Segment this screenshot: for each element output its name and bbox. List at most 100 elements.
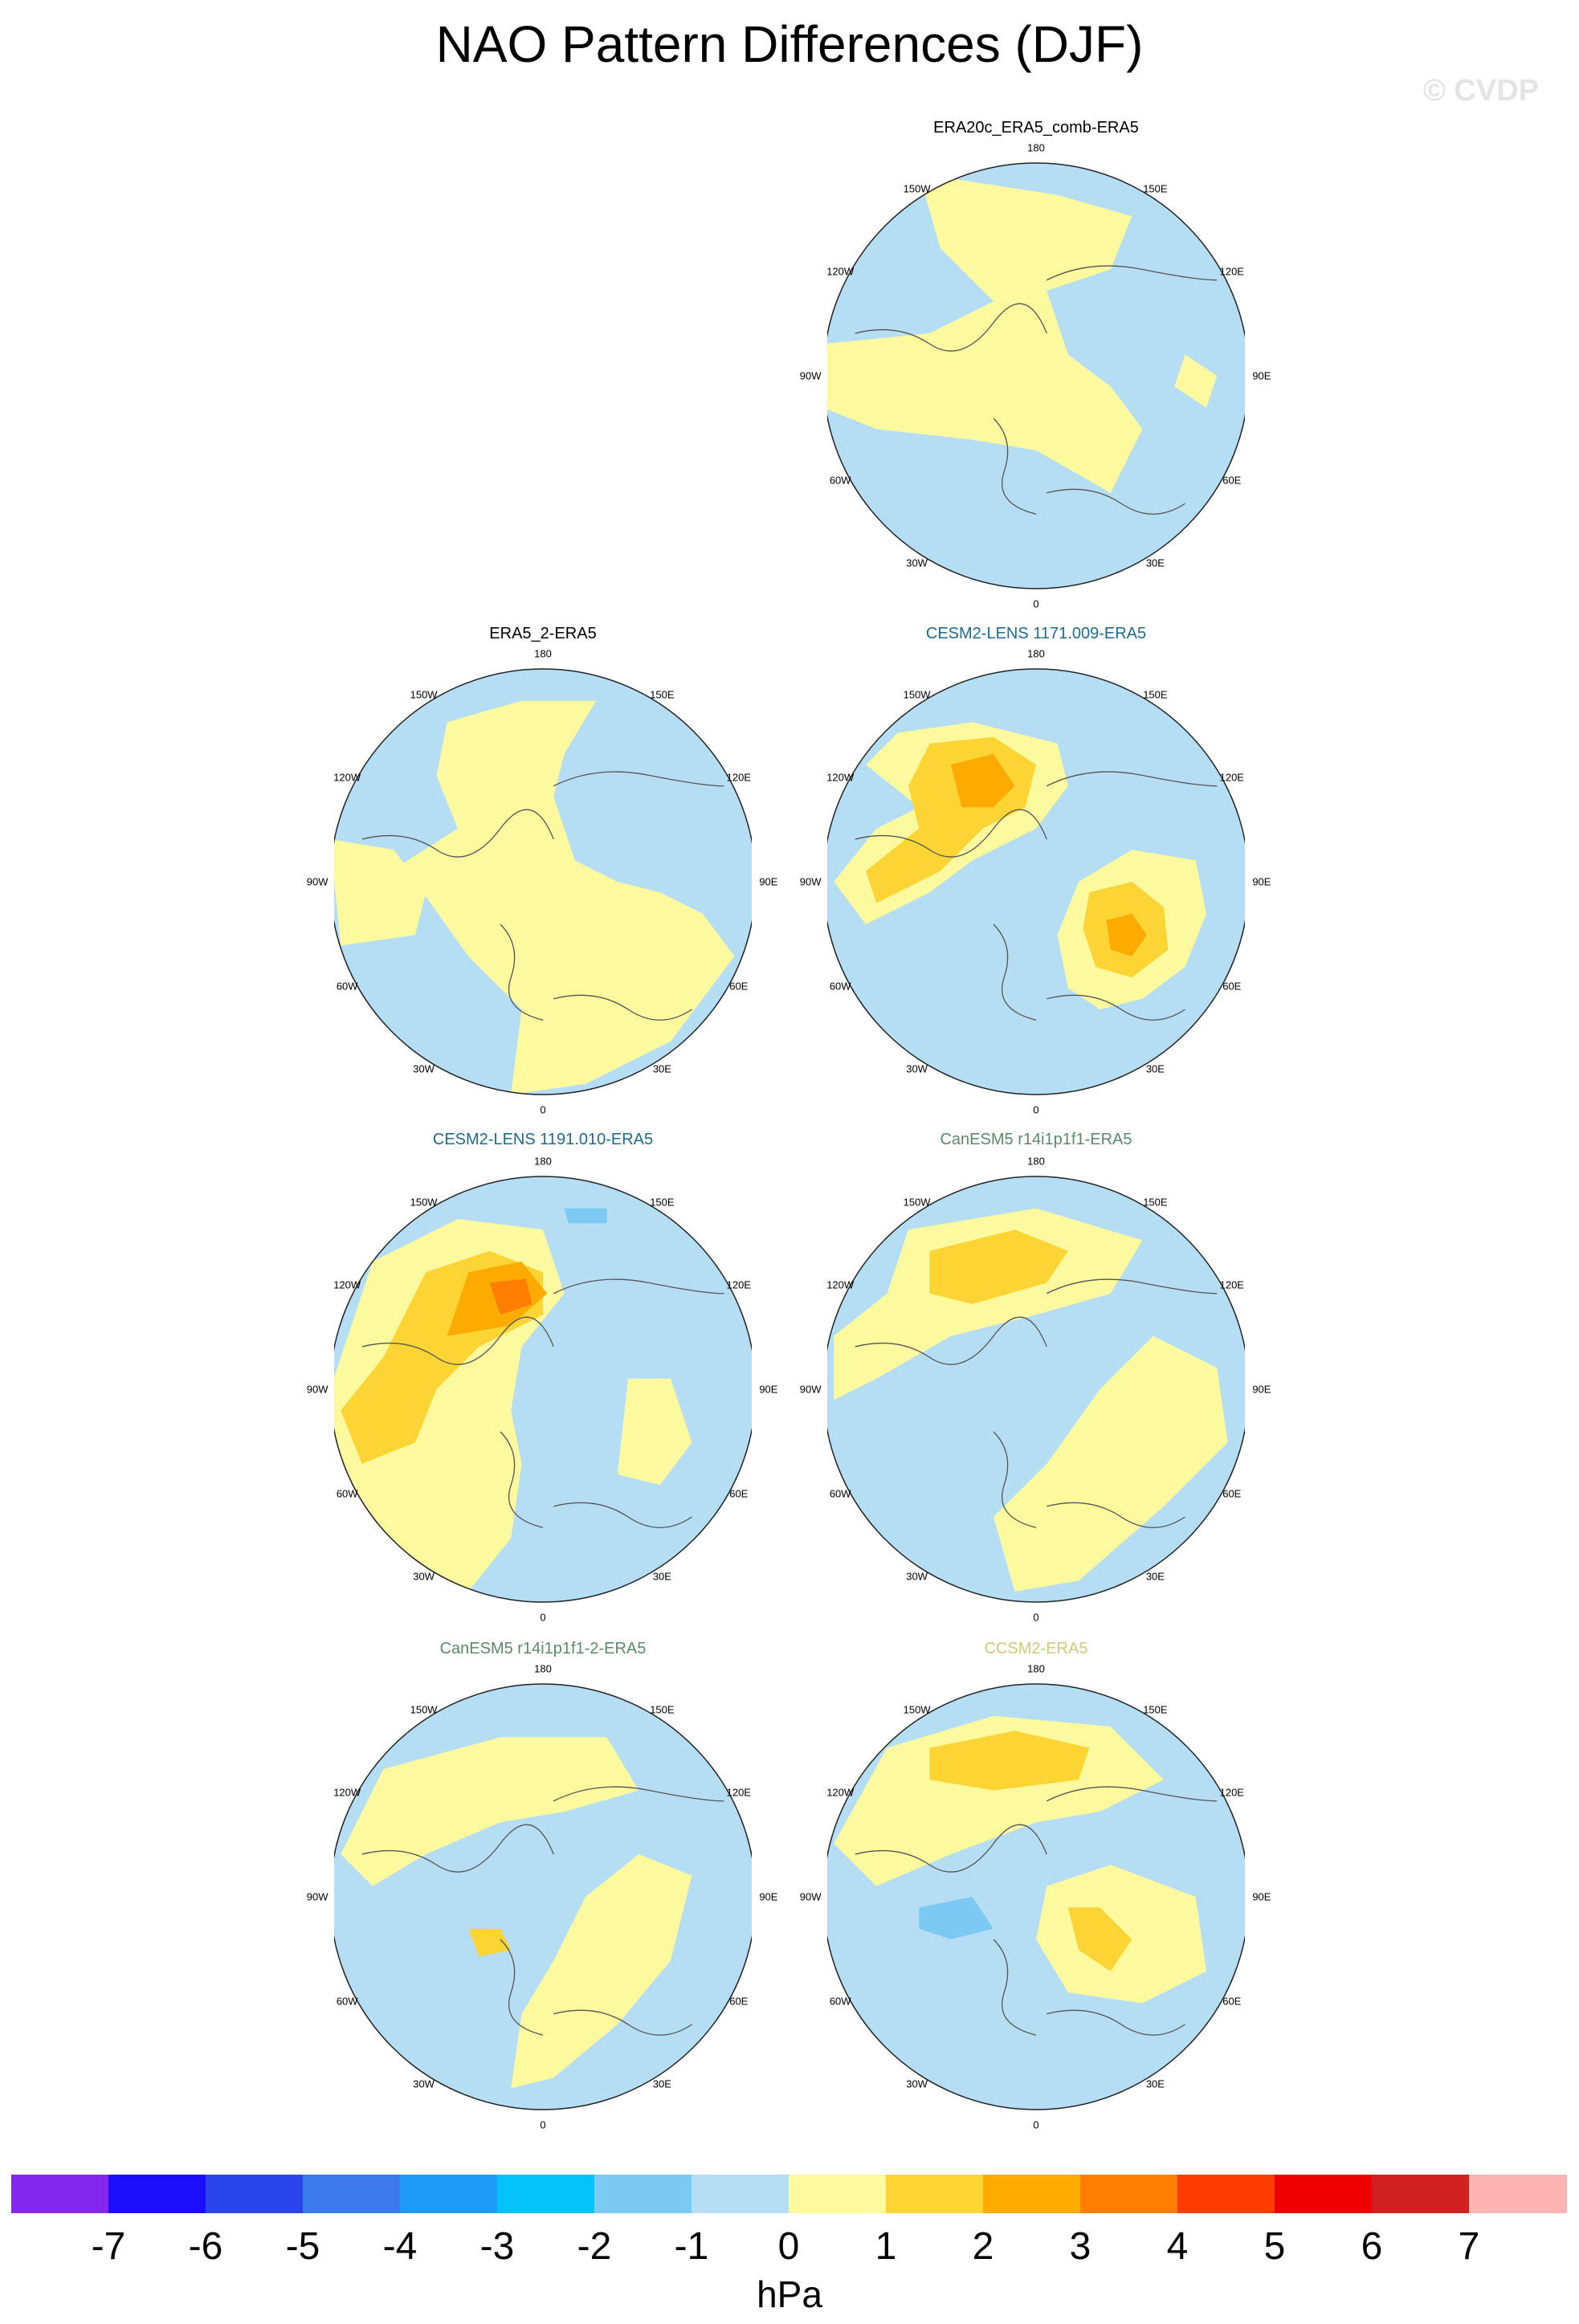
longitude-label: 180 [534, 1155, 552, 1168]
longitude-label: 30W [906, 2077, 928, 2090]
contour-region [341, 700, 735, 1095]
colorbar-tick-label: -2 [577, 2225, 612, 2268]
colorbar-tick-label: 7 [1458, 2225, 1480, 2268]
longitude-label: 30W [413, 2077, 435, 2090]
colorbar-cell [400, 2175, 498, 2213]
map-panel: CanESM5 r14i1p1f1-ERA5 180 0 150W 150E 120W 12… [800, 1131, 1271, 1629]
longitude-label: 90E [759, 1890, 778, 1903]
contour-region [564, 1208, 607, 1224]
panel-title: CanESM5 r14i1p1f1-2-ERA5 [439, 1640, 647, 1657]
colorbar-tick-label: 4 [1166, 2225, 1189, 2268]
colorbar-cell [983, 2175, 1081, 2213]
longitude-label: 60W [829, 1995, 851, 2008]
longitude-label: 90E [1252, 875, 1271, 888]
longitude-label: 60E [729, 980, 749, 993]
longitude-label: 30W [906, 1062, 928, 1075]
longitude-label: 90E [1252, 1383, 1271, 1396]
contour-region [334, 839, 426, 946]
longitude-label: 0 [1033, 1103, 1039, 1116]
colorbar-cell [11, 2175, 109, 2213]
longitude-label: 90E [1252, 1890, 1271, 1903]
colorbar-cell [206, 2175, 304, 2213]
longitude-label: 60W [829, 1487, 851, 1500]
polar-map [827, 668, 1245, 1095]
colorbar-tick-label: 5 [1263, 2225, 1286, 2268]
longitude-label: 150W [903, 1196, 931, 1209]
coastline [855, 771, 1218, 1021]
contour-region [511, 1854, 692, 2089]
longitude-label: 60W [336, 980, 358, 993]
longitude-label: 120W [826, 771, 855, 784]
longitude-label: 120E [1219, 771, 1244, 784]
contour-region [919, 1897, 994, 1939]
map-border [827, 1683, 1245, 2110]
longitude-label: 90E [759, 1383, 778, 1396]
longitude-label: 0 [540, 1103, 546, 1116]
longitude-label: 90W [799, 875, 822, 888]
map-border [827, 668, 1245, 1095]
colorbar-cell [1469, 2175, 1567, 2213]
longitude-label: 150E [650, 688, 675, 701]
longitude-label: 30E [1145, 1570, 1165, 1583]
longitude-label: 90W [306, 1890, 328, 1903]
longitude-label: 120E [1219, 1786, 1244, 1799]
longitude-label: 180 [1027, 1662, 1045, 1675]
longitude-label: 60E [1222, 980, 1242, 993]
longitude-label: 90E [1252, 369, 1271, 382]
contour-region [617, 1378, 692, 1486]
longitude-label: 180 [1027, 647, 1045, 660]
contour-region [827, 173, 1143, 493]
colorbar-cell [497, 2175, 595, 2213]
map-border [827, 162, 1245, 589]
contour-region [994, 1335, 1228, 1592]
longitude-label: 150W [410, 1703, 438, 1716]
colorbar-tick-label: -7 [91, 2225, 126, 2268]
polar-map [827, 1683, 1245, 2110]
colorbar-cell [692, 2175, 790, 2213]
longitude-label: 120E [726, 771, 751, 784]
longitude-label: 60W [336, 1995, 358, 2008]
panel-title: CanESM5 r14i1p1f1-ERA5 [940, 1131, 1132, 1148]
longitude-label: 0 [1033, 1611, 1039, 1624]
longitude-label: 60E [1222, 474, 1242, 487]
coastline [855, 1786, 1218, 2036]
colorbar-tick-label: -3 [479, 2225, 515, 2268]
polar-map [827, 1176, 1245, 1603]
panel-title: CESM2-LENS 1191.010-ERA5 [432, 1131, 654, 1148]
longitude-label: 180 [1027, 1155, 1045, 1168]
longitude-label: 120W [826, 1786, 855, 1799]
longitude-label: 150E [1143, 688, 1168, 701]
colorbar-tick-label: -1 [674, 2225, 709, 2268]
longitude-label: 30E [652, 2077, 671, 2090]
longitude-label: 60W [336, 1487, 358, 1500]
longitude-label: 0 [1033, 2118, 1039, 2131]
map-border [827, 1176, 1245, 1603]
longitude-label: 120E [726, 1278, 751, 1291]
longitude-label: 90W [799, 369, 822, 382]
contour-region [1174, 354, 1218, 408]
colorbar-cell [303, 2175, 401, 2213]
longitude-label: 180 [534, 1662, 552, 1675]
map-panel: CESM2-LENS 1191.010-ERA5 180 0 150W 150E 120W… [307, 1131, 778, 1629]
longitude-label: 30E [652, 1570, 671, 1583]
coastline [361, 771, 724, 1021]
longitude-label: 180 [1027, 141, 1045, 154]
colorbar-tick-label: 3 [1069, 2225, 1091, 2268]
longitude-label: 150W [410, 688, 438, 701]
longitude-label: 150E [1143, 182, 1168, 195]
longitude-label: 120W [826, 265, 855, 278]
colorbar-tick-label: 0 [777, 2225, 800, 2268]
polar-map [334, 668, 752, 1095]
map-panel: CESM2-LENS 1171.009-ERA5 180 0 150W 150E 120W… [800, 625, 1271, 1123]
colorbar [11, 2175, 1567, 2213]
colorbar-cell [886, 2175, 984, 2213]
map-border [334, 1683, 752, 2110]
longitude-label: 90W [799, 1890, 822, 1903]
longitude-label: 30E [652, 1062, 671, 1075]
colorbar-tick-label: -5 [285, 2225, 320, 2268]
map-border [334, 1176, 752, 1603]
polar-map [334, 1176, 752, 1603]
contour-region [834, 1208, 1143, 1401]
contour-region [929, 1731, 1090, 1791]
colorbar-tick-label: 1 [875, 2225, 897, 2268]
